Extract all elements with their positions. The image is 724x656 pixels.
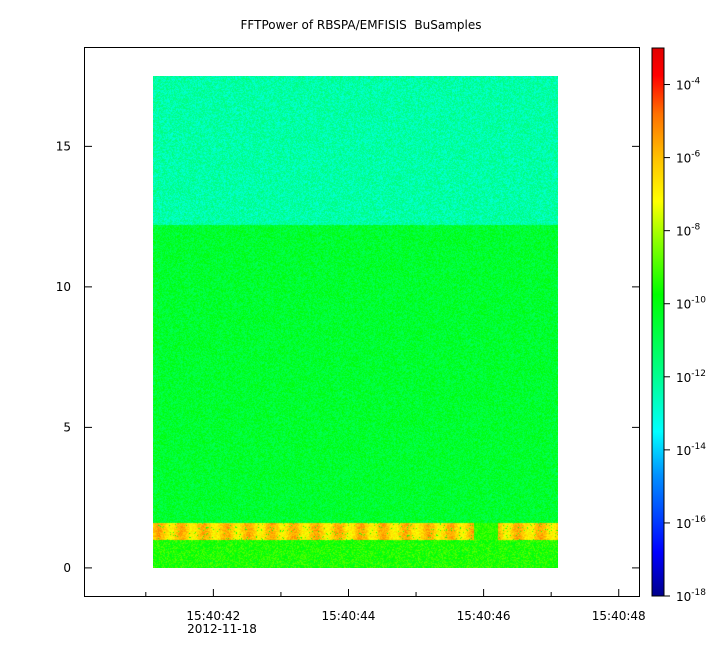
spectrogram-image <box>153 76 558 568</box>
colorbar-tick-label: 10-10 <box>676 296 706 312</box>
colorbar-tick-label: 10-6 <box>676 150 701 166</box>
colorbar <box>651 47 665 597</box>
x-axis: 15:40:42 15:40:44 15:40:46 15:40:48 <box>145 589 646 623</box>
y-tick-label: 15 <box>56 139 71 153</box>
colorbar-tick-label: 10-4 <box>676 77 701 93</box>
colorbar-axis: 10-18 10-16 10-14 10-12 10-10 10-8 10-6 10-4 <box>664 77 706 604</box>
x-axis-date-label: 2012-11-18 <box>187 622 257 636</box>
colorbar-tick-label: 10-18 <box>676 588 706 604</box>
x-tick-label: 15:40:46 <box>457 609 511 623</box>
y-tick-label: 5 <box>63 420 71 434</box>
chart-title: FFTPower of RBSPA/EMFISIS BuSamples <box>241 18 482 32</box>
x-tick-label: 15:40:42 <box>186 609 240 623</box>
colorbar-tick-label: 10-12 <box>676 369 706 385</box>
y-tick-label: 10 <box>56 280 71 294</box>
colorbar-tick-label: 10-8 <box>676 223 701 239</box>
y-axis: 0 5 10 15 <box>56 139 639 575</box>
x-tick-label: 15:40:48 <box>592 609 646 623</box>
colorbar-tick-label: 10-14 <box>676 442 706 458</box>
x-tick-label: 15:40:44 <box>322 609 376 623</box>
y-tick-label: 0 <box>63 561 71 575</box>
colorbar-tick-label: 10-16 <box>676 515 706 531</box>
